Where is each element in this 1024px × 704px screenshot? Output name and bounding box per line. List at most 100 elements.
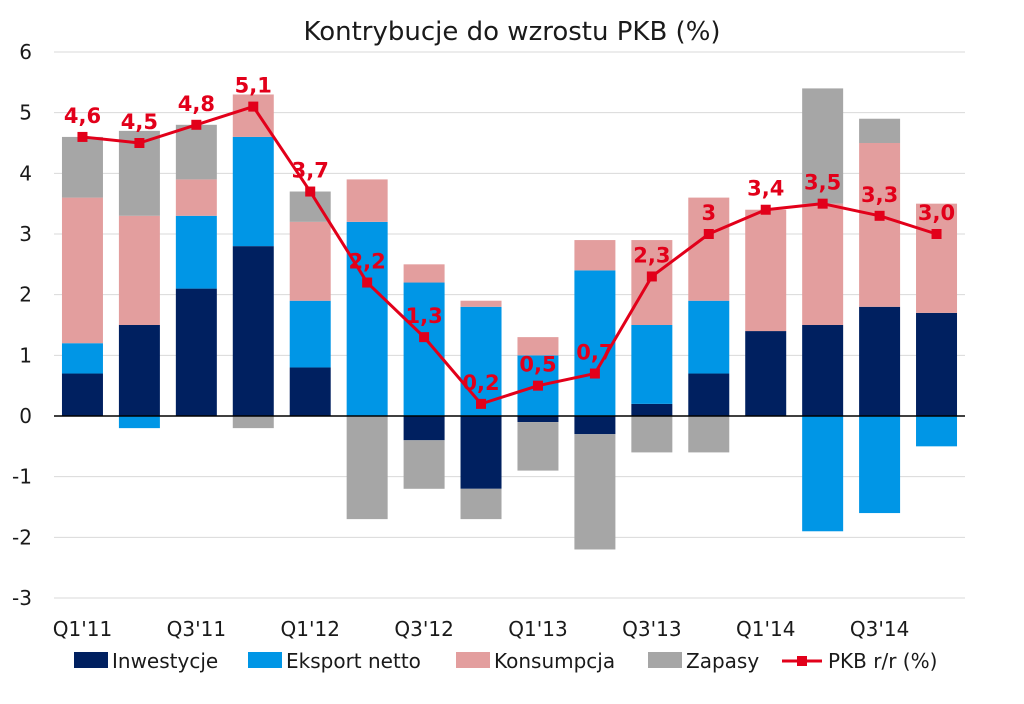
bar-inwestycje xyxy=(403,416,445,441)
bar-eksport-netto xyxy=(61,343,103,374)
gdp-data-label: 4,6 xyxy=(64,104,101,128)
gdp-line xyxy=(77,101,942,409)
y-tick-label: 2 xyxy=(19,283,32,307)
gdp-point xyxy=(760,204,771,215)
bar-inwestycje xyxy=(61,373,103,416)
bar-inwestycje xyxy=(688,373,730,416)
x-tick-label: Q1'11 xyxy=(53,617,112,641)
bar-inwestycje xyxy=(802,325,844,416)
gdp-point xyxy=(476,398,487,409)
bar-inwestycje xyxy=(289,367,331,416)
bar-eksport-netto xyxy=(232,136,274,247)
y-tick-label: 1 xyxy=(19,343,32,367)
bar-zapasy xyxy=(574,434,616,550)
bar-eksport-netto xyxy=(688,300,730,374)
y-axis-ticks: -3 -2 -1 0 1 2 3 4 5 6 xyxy=(12,40,32,610)
x-tick-label: Q1'14 xyxy=(736,617,795,641)
bar-inwestycje xyxy=(232,246,274,416)
gdp-data-label: 3 xyxy=(701,201,716,225)
x-tick-label: Q3'12 xyxy=(394,617,453,641)
legend-swatch xyxy=(248,652,282,668)
bar-eksport-netto xyxy=(175,215,217,289)
gdp-line-path xyxy=(82,105,937,406)
legend-label: Zapasy xyxy=(686,649,759,673)
y-tick-label: 6 xyxy=(19,40,32,64)
bar-inwestycje xyxy=(460,416,502,489)
bar-konsumpcja xyxy=(289,221,331,301)
bar-inwestycje xyxy=(745,331,787,416)
bar-eksport-netto xyxy=(460,306,502,416)
bar-zapasy xyxy=(859,118,901,143)
bar-konsumpcja xyxy=(232,94,274,137)
bar-zapasy xyxy=(346,416,388,520)
legend-swatch xyxy=(74,652,108,668)
legend-line-marker xyxy=(797,656,807,666)
gdp-data-label: 3,3 xyxy=(861,183,898,207)
gdp-data-label: 1,3 xyxy=(405,304,442,328)
bar-konsumpcja xyxy=(745,209,787,332)
bar-zapasy xyxy=(61,136,103,198)
gdp-point xyxy=(134,138,145,148)
y-tick-label: 5 xyxy=(19,101,32,125)
x-tick-label: Q1'13 xyxy=(508,617,567,641)
bar-zapasy xyxy=(175,124,217,180)
gdp-point xyxy=(703,229,714,239)
bar-konsumpcja xyxy=(175,179,217,216)
gdp-data-label: 5,1 xyxy=(235,74,272,98)
y-tick-label: -2 xyxy=(12,525,32,549)
x-axis-ticks: Q1'11 Q3'11 Q1'12 Q3'12 Q1'13 Q3'13 Q1'14 Q3'14 xyxy=(53,617,910,641)
bar-zapasy xyxy=(289,191,331,222)
gdp-point xyxy=(532,380,543,391)
gdp-point xyxy=(419,332,430,343)
gdp-point xyxy=(874,210,885,221)
legend-label: PKB r/r (%) xyxy=(828,649,937,673)
bar-zapasy xyxy=(517,422,559,471)
bar-konsumpcja xyxy=(517,337,559,356)
bar-konsumpcja xyxy=(61,197,103,344)
gdp-data-label: 3,5 xyxy=(804,171,841,195)
bar-konsumpcja xyxy=(631,240,673,325)
bar-konsumpcja xyxy=(859,143,901,307)
bars xyxy=(61,88,958,550)
bar-eksport-netto xyxy=(631,325,673,404)
gdp-point xyxy=(248,101,259,112)
gdp-data-label: 3,0 xyxy=(918,201,955,225)
bar-konsumpcja xyxy=(802,203,844,325)
y-tick-label: 4 xyxy=(19,161,32,185)
legend: Inwestycje Eksport netto Konsumpcja Zapasy P… xyxy=(74,649,937,673)
bar-eksport-netto xyxy=(916,416,958,447)
bar-inwestycje xyxy=(631,403,673,416)
legend-swatch xyxy=(648,652,682,668)
legend-label: Inwestycje xyxy=(112,649,218,673)
data-labels: 4,6 4,5 4,8 5,1 3,7 2,2 1,3 0,2 0,5 0,7 2,3 3 3,4 3,5… xyxy=(64,74,955,395)
bar-zapasy xyxy=(688,416,730,453)
gdp-point xyxy=(931,229,942,239)
bar-eksport-netto xyxy=(403,282,445,416)
bar-konsumpcja xyxy=(118,215,160,325)
gdp-data-label: 0,7 xyxy=(576,341,613,365)
bar-konsumpcja xyxy=(460,300,502,307)
gdp-data-label: 4,5 xyxy=(121,110,158,134)
bar-zapasy xyxy=(802,88,844,204)
legend-label: Eksport netto xyxy=(286,649,421,673)
bar-konsumpcja xyxy=(688,197,730,301)
y-tick-label: -3 xyxy=(12,586,32,610)
gdp-point xyxy=(305,186,316,197)
bar-eksport-netto xyxy=(574,270,616,416)
chart-title: Kontrybucje do wzrostu PKB (%) xyxy=(303,17,720,47)
bar-eksport-netto xyxy=(346,221,388,416)
bar-eksport-netto xyxy=(859,416,901,514)
bar-inwestycje xyxy=(916,312,958,416)
gdp-data-label: 2,3 xyxy=(633,243,670,267)
y-tick-label: -1 xyxy=(12,465,32,489)
gdp-data-label: 3,7 xyxy=(292,159,329,183)
x-tick-label: Q3'11 xyxy=(167,617,226,641)
y-tick-label: 0 xyxy=(19,404,32,428)
gdp-data-label: 4,8 xyxy=(178,92,215,116)
gdp-point xyxy=(191,119,202,130)
gdp-point xyxy=(362,277,373,288)
gdp-data-label: 2,2 xyxy=(349,250,386,274)
legend-label: Konsumpcja xyxy=(494,649,615,673)
gdp-point xyxy=(589,368,600,379)
bar-zapasy xyxy=(403,440,445,489)
